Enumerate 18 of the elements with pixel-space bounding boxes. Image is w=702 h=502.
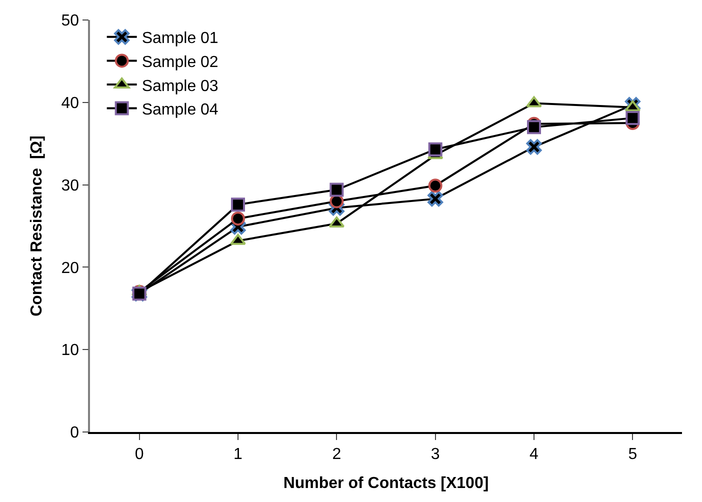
x-axis-title: Number of Contacts [X100]: [283, 475, 489, 492]
legend-label: Sample 02: [142, 54, 218, 71]
x-tick-label: 2: [332, 446, 342, 463]
y-tick-label: 30: [61, 177, 80, 194]
y-tick-label: 50: [61, 12, 80, 30]
legend-label: Sample 01: [142, 30, 218, 48]
legend-label: Sample 03: [142, 78, 218, 95]
y-tick-label: 40: [61, 95, 80, 112]
x-tick-label: 3: [430, 446, 440, 463]
x-tick-label: 4: [530, 446, 539, 463]
x-tick-label: 5: [628, 446, 638, 463]
y-tick-label: 20: [61, 260, 80, 277]
x-tick-label: 0: [134, 446, 144, 463]
legend-label: Sample 04: [142, 102, 218, 119]
y-tick-label: 10: [61, 342, 80, 360]
y-tick-label: 0: [70, 424, 80, 442]
y-axis-title: Contact Resistance [Ω]: [28, 136, 46, 316]
x-tick-label: 1: [234, 446, 243, 463]
